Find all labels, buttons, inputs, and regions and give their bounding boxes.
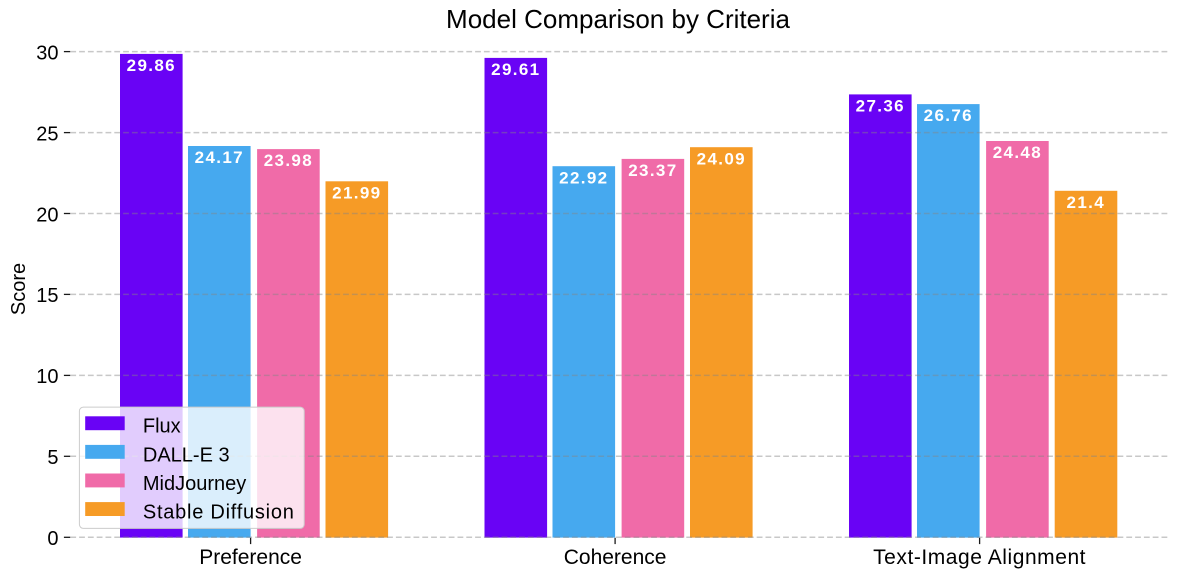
svg-text:Coherence: Coherence — [564, 546, 667, 569]
svg-text:Score: Score — [8, 263, 30, 315]
svg-text:Preference: Preference — [199, 546, 302, 569]
svg-text:5: 5 — [47, 447, 58, 469]
svg-text:29.86: 29.86 — [127, 56, 176, 75]
svg-text:Model Comparison by Criteria: Model Comparison by Criteria — [446, 4, 790, 34]
svg-text:Flux: Flux — [143, 416, 181, 438]
svg-text:DALL-E 3: DALL-E 3 — [143, 444, 230, 466]
svg-text:29.61: 29.61 — [491, 60, 540, 79]
svg-text:26.76: 26.76 — [924, 106, 973, 125]
svg-text:23.37: 23.37 — [628, 161, 677, 180]
svg-text:Text-Image Alignment: Text-Image Alignment — [873, 546, 1086, 569]
svg-text:0: 0 — [47, 528, 58, 550]
svg-text:23.98: 23.98 — [264, 151, 313, 170]
svg-text:27.36: 27.36 — [856, 97, 905, 116]
svg-text:MidJourney: MidJourney — [143, 473, 246, 495]
svg-text:20: 20 — [36, 204, 58, 226]
svg-text:25: 25 — [36, 123, 58, 145]
svg-text:Stable Diffusion: Stable Diffusion — [143, 502, 295, 524]
svg-text:21.99: 21.99 — [332, 183, 381, 202]
svg-text:15: 15 — [36, 285, 58, 307]
svg-text:30: 30 — [36, 42, 58, 64]
svg-text:22.92: 22.92 — [559, 168, 608, 187]
svg-text:21.4: 21.4 — [1067, 193, 1106, 212]
svg-text:10: 10 — [36, 366, 58, 388]
svg-text:24.09: 24.09 — [697, 149, 746, 168]
svg-text:24.48: 24.48 — [993, 143, 1042, 162]
svg-text:24.17: 24.17 — [195, 148, 244, 167]
